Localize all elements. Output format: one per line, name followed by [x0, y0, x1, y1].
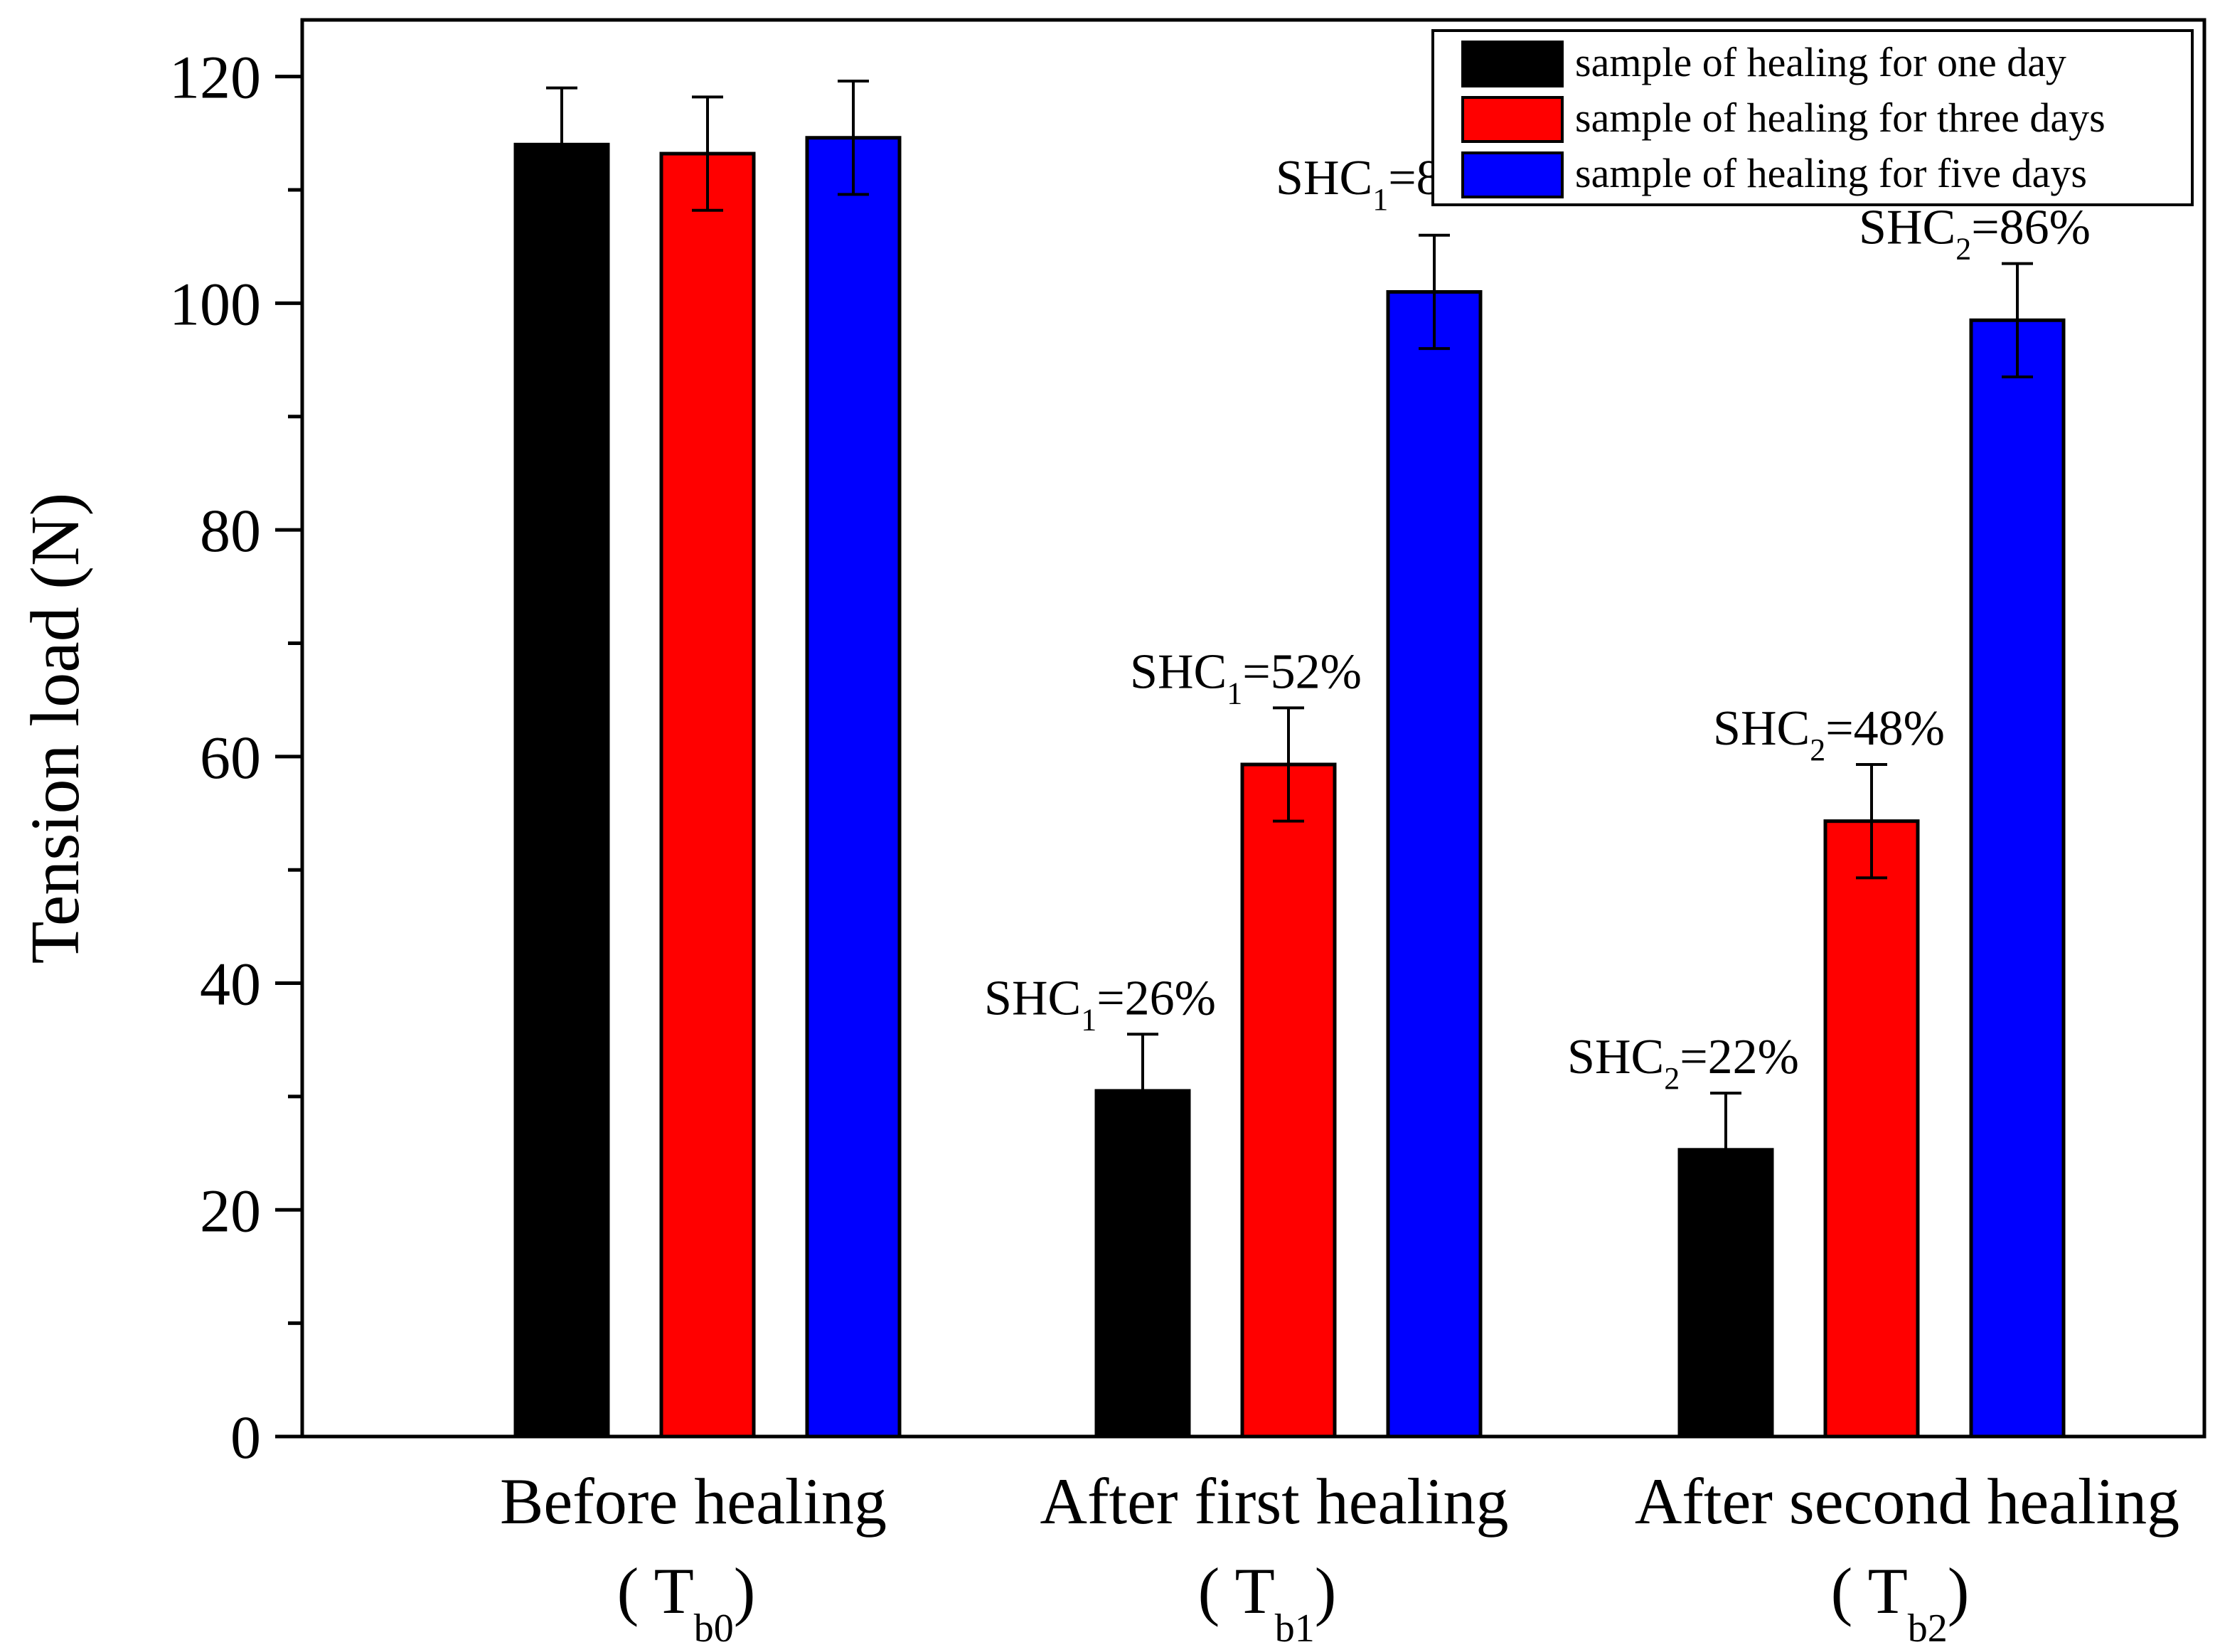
shc-prefix: SHC [1713, 701, 1810, 756]
sublabel-main: T [1868, 1555, 1908, 1627]
y-tick-label: 0 [230, 1403, 261, 1471]
shc-annotation: SHC1=26% [984, 971, 1216, 1037]
shc-value: =26% [1096, 971, 1216, 1025]
shc-subscript: 1 [1372, 182, 1388, 217]
x-category-label: Before healing [500, 1465, 887, 1538]
sublabel-paren-open: ( [1831, 1555, 1868, 1627]
shc-value: =86% [1971, 201, 2091, 255]
y-tick-label: 80 [200, 496, 261, 565]
bar [1386, 289, 1483, 1439]
shc-prefix: SHC [1567, 1030, 1664, 1085]
shc-annotation: SHC2=22% [1567, 1030, 1799, 1096]
shc-subscript: 2 [1955, 232, 1971, 267]
x-category-sublabel: ( Tb2) [1831, 1555, 1970, 1651]
x-category-sublabel: ( Tb0) [617, 1555, 756, 1651]
sublabel-main: T [1235, 1555, 1275, 1627]
legend: sample of healing for one day sample of h… [1431, 29, 2194, 206]
shc-annotation: SHC2=48% [1713, 701, 1945, 767]
y-tick-label: 60 [200, 723, 261, 792]
x-category-label: After first healing [1040, 1465, 1508, 1538]
y-axis-title: Tension load (N) [17, 493, 94, 964]
legend-swatch [1461, 41, 1564, 87]
legend-label: sample of healing for one day [1575, 39, 2066, 85]
sublabel-subscript: b1 [1275, 1606, 1315, 1651]
shc-prefix: SHC [1276, 151, 1372, 206]
sublabel-paren-close: ) [734, 1555, 756, 1627]
shc-prefix: SHC [1859, 201, 1955, 255]
y-tick-label: 120 [169, 43, 261, 112]
shc-annotation: SHC1=52% [1130, 644, 1362, 710]
shc-subscript: 1 [1227, 676, 1242, 710]
legend-label: sample of healing for five days [1575, 150, 2087, 196]
y-tick-label: 100 [169, 270, 261, 338]
legend-label: sample of healing for three days [1575, 95, 2106, 141]
bar [1240, 762, 1337, 1439]
axes: 0 20 40 60 80 100 120 Tension load (N) Before he… [17, 18, 2206, 1651]
x-category-sublabel: ( Tb1) [1198, 1555, 1337, 1651]
shc-value: =52% [1242, 644, 1362, 699]
bar [659, 151, 756, 1439]
bar [513, 142, 610, 1439]
y-tick-label: 20 [200, 1176, 261, 1245]
sublabel-subscript: b0 [694, 1606, 734, 1651]
shc-subscript: 2 [1810, 732, 1825, 767]
sublabel-main: T [654, 1555, 694, 1627]
shc-subscript: 1 [1081, 1002, 1096, 1037]
bars [513, 80, 2066, 1439]
bar [1969, 318, 2066, 1439]
bar [805, 136, 902, 1439]
bar [1823, 819, 1920, 1439]
shc-annotation: SHC2=86% [1859, 201, 2091, 267]
sublabel-paren-close: ) [1948, 1555, 1970, 1627]
shc-prefix: SHC [984, 971, 1081, 1025]
sublabel-paren-close: ) [1315, 1555, 1337, 1627]
shc-value: =48% [1825, 701, 1945, 756]
x-category-label: After second healing [1635, 1465, 2179, 1538]
legend-swatch [1461, 96, 1564, 143]
shc-subscript: 2 [1664, 1061, 1680, 1096]
sublabel-paren-open: ( [1198, 1555, 1235, 1627]
shc-value: =22% [1680, 1030, 1799, 1085]
shc-prefix: SHC [1130, 644, 1227, 699]
legend-swatch [1461, 151, 1564, 198]
sublabel-subscript: b2 [1908, 1606, 1948, 1651]
sublabel-paren-open: ( [617, 1555, 654, 1627]
y-tick-label: 40 [200, 950, 261, 1018]
annotations: SHC1=26%SHC1=52%SHC1=88%SHC2=22%SHC2=48%… [984, 151, 2091, 1096]
